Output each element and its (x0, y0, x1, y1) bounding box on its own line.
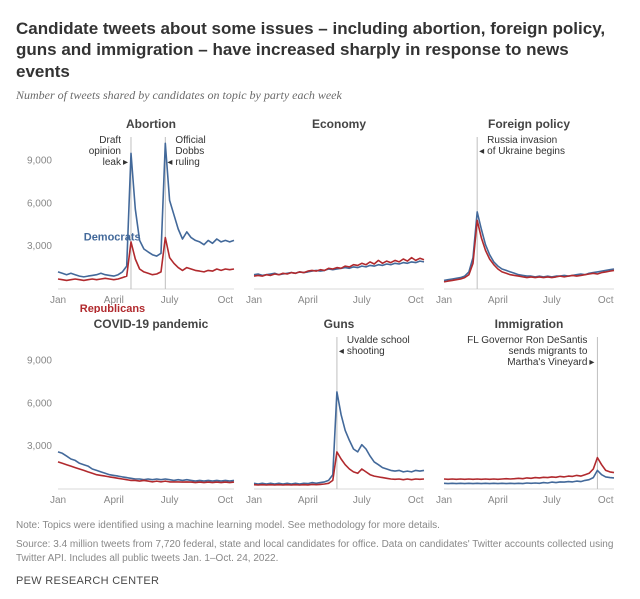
panel-svg-foreign: Jan April July Oct Russia invasionof Ukraine… (434, 113, 624, 313)
svg-text:Oct: Oct (598, 495, 614, 506)
svg-text:3,000: 3,000 (27, 441, 52, 452)
svg-text:Oct: Oct (408, 495, 424, 506)
svg-text:9,000: 9,000 (27, 155, 52, 166)
footer-attribution: PEW RESEARCH CENTER (16, 575, 624, 587)
svg-text:9,000: 9,000 (27, 355, 52, 366)
panel-title-economy: Economy (244, 117, 434, 131)
svg-text:ruling: ruling (175, 157, 199, 168)
series-dem (444, 212, 614, 281)
series-rep (58, 237, 234, 280)
svg-text:April: April (298, 495, 318, 506)
svg-text:Uvalde school: Uvalde school (347, 335, 410, 346)
svg-text:April: April (488, 495, 508, 506)
svg-text:Jan: Jan (50, 295, 66, 306)
svg-text:Republicans: Republicans (80, 303, 145, 313)
svg-text:Oct: Oct (408, 295, 424, 306)
panel-title-foreign: Foreign policy (434, 117, 624, 131)
chart-title: Candidate tweets about some issues – inc… (16, 18, 624, 82)
svg-text:Jan: Jan (436, 495, 452, 506)
series-dem (58, 143, 234, 277)
svg-text:leak: leak (103, 157, 122, 168)
svg-text:April: April (104, 495, 124, 506)
svg-text:July: July (543, 295, 561, 306)
svg-text:▸: ▸ (123, 157, 128, 168)
svg-text:Jan: Jan (436, 295, 452, 306)
panel-title-guns: Guns (244, 317, 434, 331)
svg-text:Jan: Jan (246, 495, 262, 506)
svg-text:July: July (353, 495, 371, 506)
panel-svg-guns: Jan April July Oct Uvalde schoolshooting◂ (244, 313, 434, 513)
panel-svg-economy: Jan April July Oct (244, 113, 434, 313)
svg-text:Oct: Oct (218, 495, 234, 506)
svg-text:▸: ▸ (589, 357, 594, 368)
source-text: Source: 3.4 million tweets from 7,720 fe… (16, 538, 624, 565)
svg-text:Official: Official (175, 135, 205, 146)
svg-text:Draft: Draft (99, 135, 121, 146)
svg-text:6,000: 6,000 (27, 198, 52, 209)
svg-text:3,000: 3,000 (27, 241, 52, 252)
svg-text:Oct: Oct (218, 295, 234, 306)
svg-text:◂: ◂ (479, 146, 484, 157)
svg-text:of Ukraine begins: of Ukraine begins (487, 146, 565, 157)
panel-immigration: Jan April July Oct FL Governor Ron DeSantiss… (434, 313, 624, 513)
svg-text:sends migrants to: sends migrants to (508, 346, 587, 357)
series-rep (444, 457, 614, 479)
svg-text:Democrats: Democrats (84, 231, 141, 243)
svg-text:◂: ◂ (167, 157, 172, 168)
panel-svg-abortion: 3,0006,0009,000JanAprilJulyOctDemocratsR… (16, 113, 244, 313)
svg-text:Oct: Oct (598, 295, 614, 306)
svg-text:Dobbs: Dobbs (175, 146, 204, 157)
svg-text:shooting: shooting (347, 346, 385, 357)
panel-foreign: Jan April July Oct Russia invasionof Ukraine… (434, 113, 624, 313)
panel-abortion: 3,0006,0009,000JanAprilJulyOctDemocratsR… (16, 113, 244, 313)
panel-title-abortion: Abortion (58, 117, 244, 131)
svg-text:opinion: opinion (89, 146, 121, 157)
svg-text:FL Governor Ron DeSantis: FL Governor Ron DeSantis (467, 335, 587, 346)
svg-text:Jan: Jan (246, 295, 262, 306)
svg-text:July: July (353, 295, 371, 306)
svg-text:Martha's Vineyard: Martha's Vineyard (507, 357, 587, 368)
svg-text:July: July (161, 295, 179, 306)
svg-text:Russia invasion: Russia invasion (487, 135, 557, 146)
panel-svg-covid: 3,000 6,000 9,000 Jan April July Oct (16, 313, 244, 513)
panel-covid: 3,000 6,000 9,000 Jan April July Oct COVID-19 p… (16, 313, 244, 513)
series-dem (58, 452, 234, 481)
note-text: Note: Topics were identified using a mac… (16, 519, 624, 533)
series-rep (254, 452, 424, 485)
svg-text:◂: ◂ (339, 346, 344, 357)
svg-text:July: July (543, 495, 561, 506)
svg-text:6,000: 6,000 (27, 398, 52, 409)
series-dem (254, 392, 424, 484)
series-rep (254, 257, 424, 276)
svg-text:July: July (161, 495, 179, 506)
panel-grid: 3,000 6,000 9,000 Jan April July Oct Democrats R… (16, 113, 624, 513)
panel-guns: Jan April July Oct Uvalde schoolshooting◂ Gun… (244, 313, 434, 513)
panel-title-covid: COVID-19 pandemic (58, 317, 244, 331)
svg-text:April: April (488, 295, 508, 306)
svg-text:April: April (298, 295, 318, 306)
panel-title-immigration: Immigration (434, 317, 624, 331)
svg-text:Jan: Jan (50, 495, 66, 506)
series-dem (444, 470, 614, 483)
chart-subtitle: Number of tweets shared by candidates on… (16, 88, 624, 103)
panel-economy: Jan April July Oct Economy (244, 113, 434, 313)
panel-svg-immigration: Jan April July Oct FL Governor Ron DeSantiss… (434, 313, 624, 513)
